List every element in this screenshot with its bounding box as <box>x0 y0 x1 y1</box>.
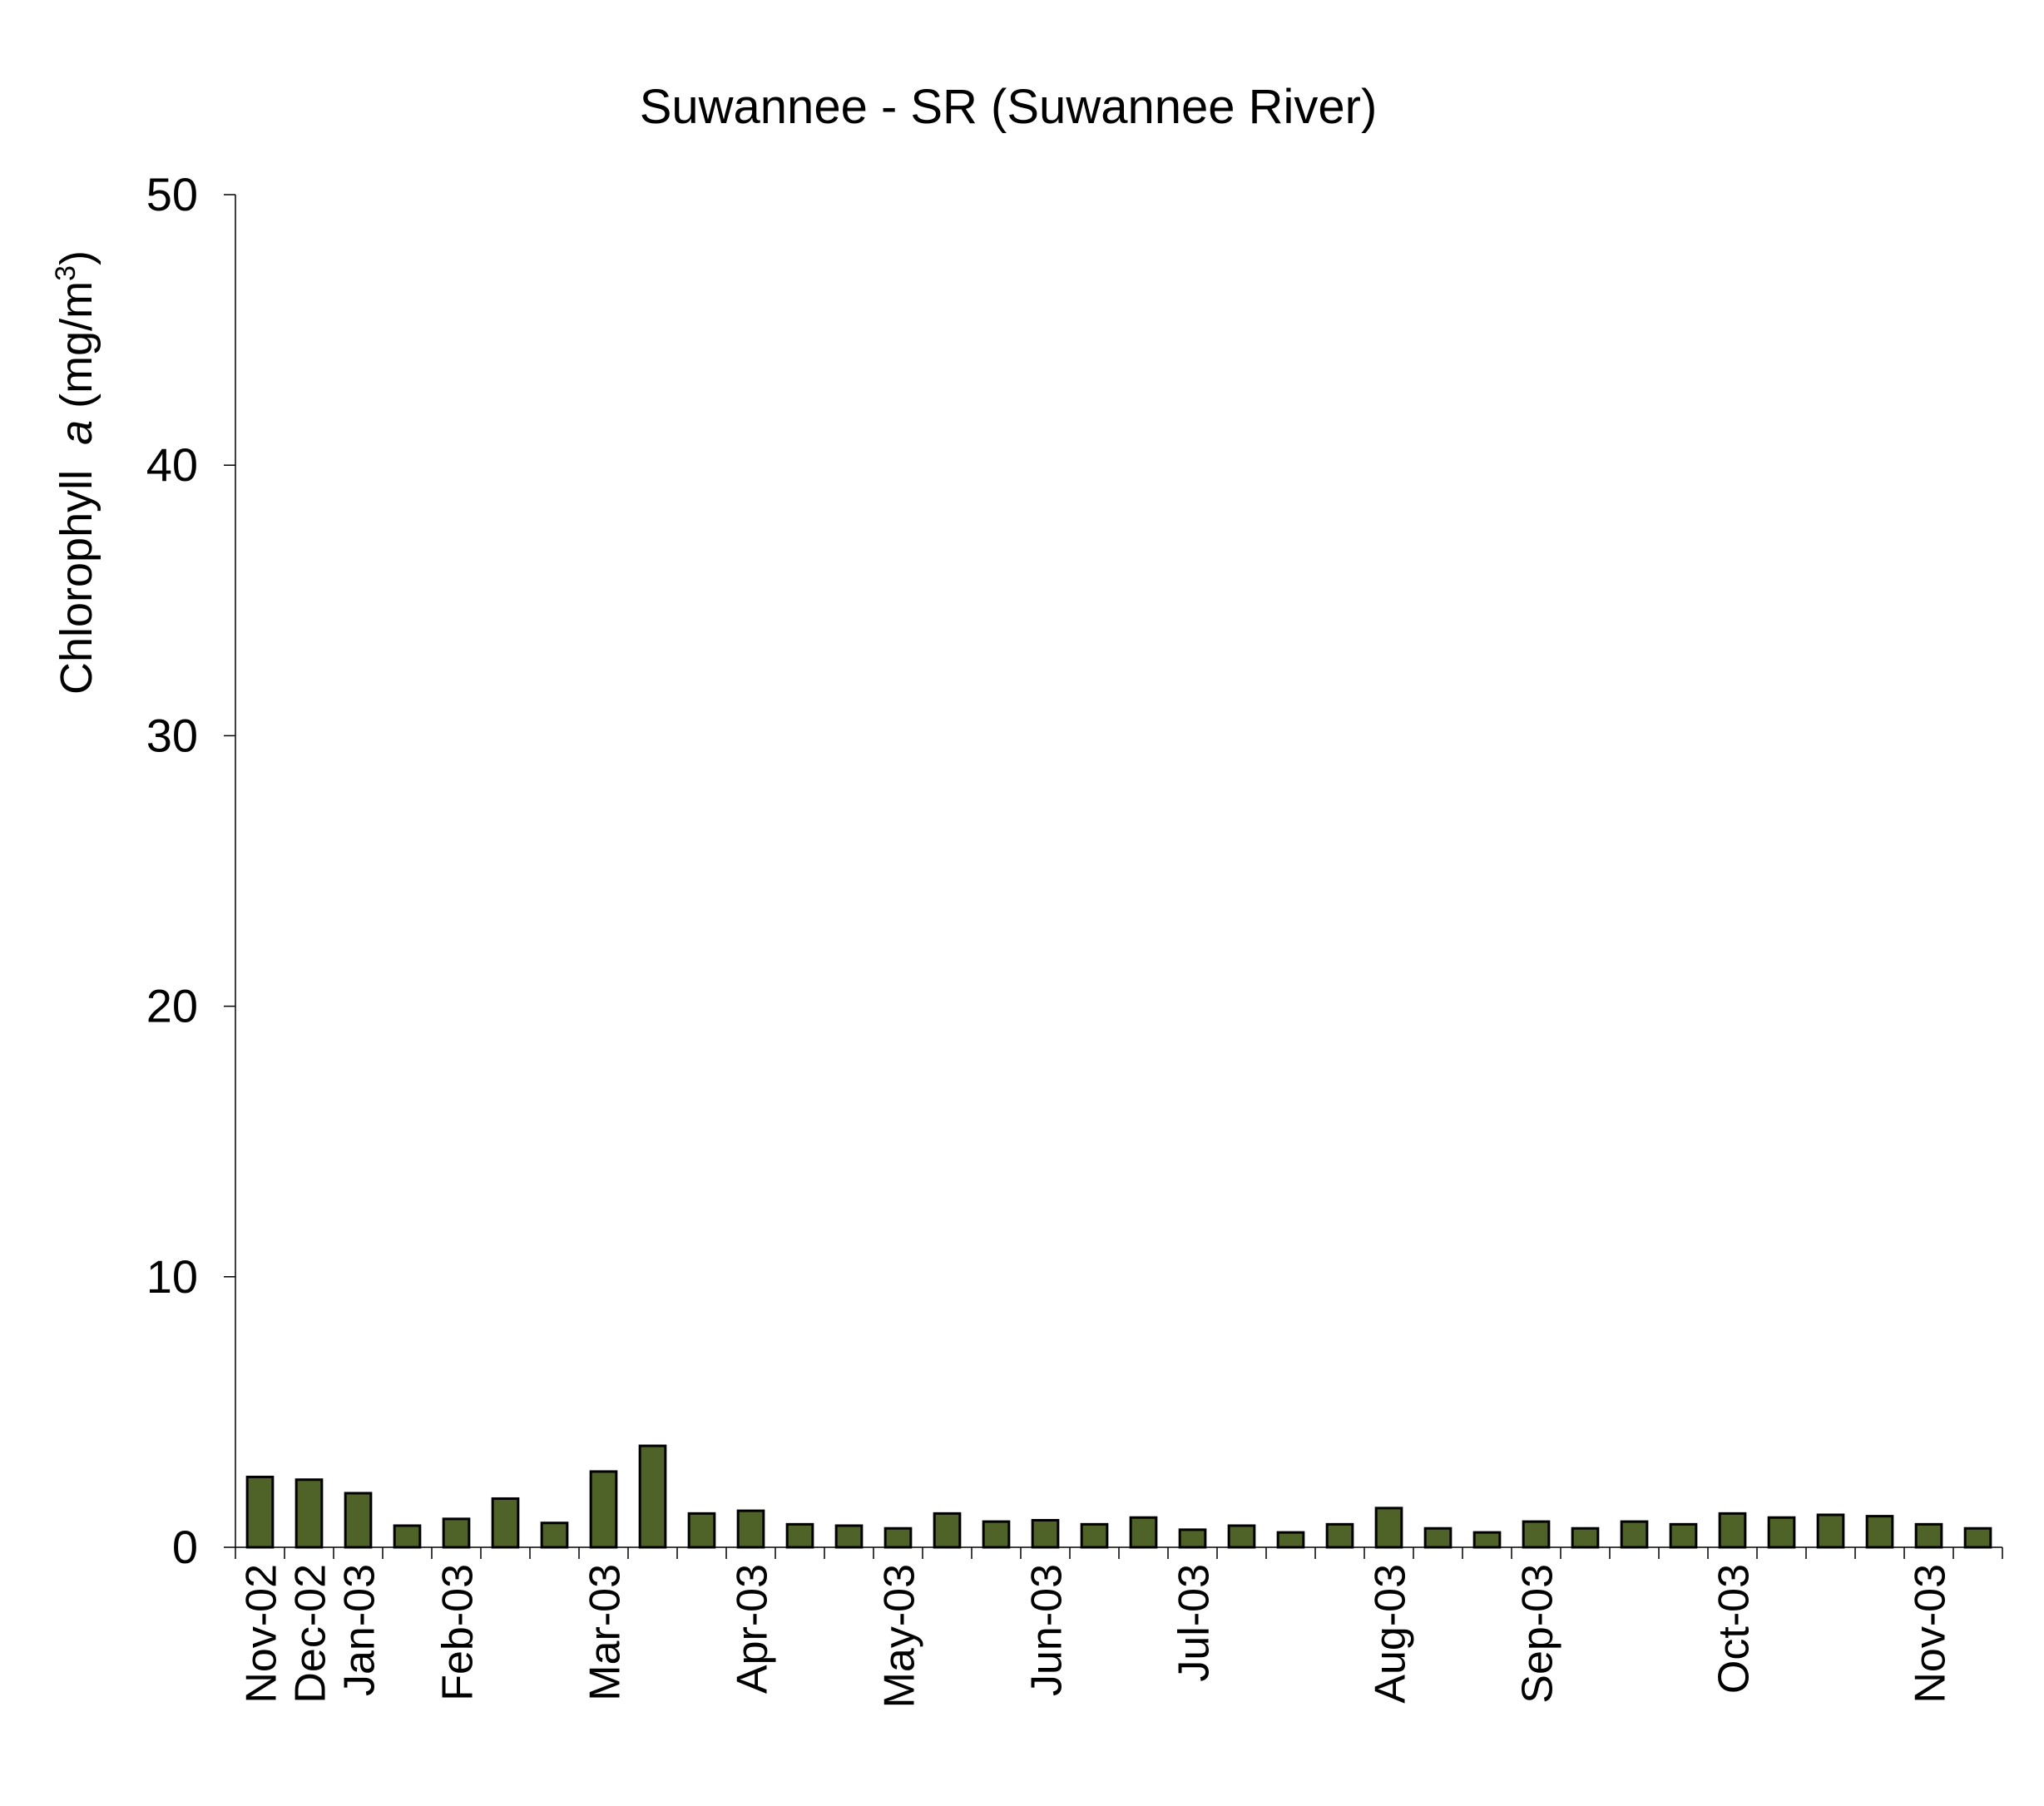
bar <box>1718 1512 1747 1549</box>
bar <box>1080 1522 1109 1549</box>
bar <box>1620 1520 1649 1549</box>
x-tick-label: Nov-02 <box>238 1564 286 1704</box>
x-tick-label: Dec-02 <box>287 1564 335 1704</box>
bar <box>933 1512 962 1549</box>
x-tick-label: Feb-03 <box>434 1564 483 1701</box>
bar <box>393 1524 422 1549</box>
bars-group <box>245 1444 1992 1549</box>
y-tick-label: 10 <box>146 1250 198 1303</box>
x-tick-label: Mar-03 <box>582 1564 630 1701</box>
bar <box>1963 1526 1992 1549</box>
x-axis <box>235 1546 2003 1559</box>
bar <box>1816 1513 1845 1549</box>
bar <box>1669 1522 1698 1549</box>
bar <box>785 1522 814 1549</box>
bar <box>491 1497 520 1549</box>
bar <box>1129 1516 1158 1549</box>
bar <box>589 1470 618 1549</box>
bar <box>294 1478 324 1549</box>
x-tick-label: Oct-03 <box>1710 1564 1759 1694</box>
bar <box>1178 1528 1207 1549</box>
y-tick-label: 30 <box>146 709 198 761</box>
bar <box>687 1512 716 1549</box>
bar <box>1374 1507 1403 1549</box>
y-axis-label-unit: (mg/m <box>52 281 101 408</box>
chart-title: Suwannee - SR (Suwannee River) <box>640 80 1378 134</box>
bar <box>834 1524 864 1549</box>
y-tick-label: 40 <box>146 438 198 491</box>
bar <box>1865 1515 1894 1549</box>
bar <box>1227 1524 1256 1549</box>
bar <box>1031 1518 1060 1549</box>
bar <box>344 1492 373 1549</box>
x-tick-label: Jun-03 <box>1023 1564 1071 1696</box>
y-axis-label-italic: a <box>52 420 101 445</box>
y-tick-label: 0 <box>172 1521 198 1573</box>
bar <box>1767 1516 1796 1549</box>
bar <box>1914 1522 1943 1549</box>
bar <box>1325 1522 1354 1549</box>
bar <box>982 1520 1011 1549</box>
x-tick-label: Sep-03 <box>1514 1564 1562 1704</box>
y-tick-label: 20 <box>146 980 198 1032</box>
y-axis-label: Chlorophyll a (mg/m3) <box>50 250 101 695</box>
x-tick-labels: Nov-02 Dec-02 Jan-03 Feb-03 Mar-03 Apr-03 May-… <box>238 1564 1955 1708</box>
bar <box>442 1517 471 1549</box>
bar <box>1571 1526 1600 1549</box>
y-axis: 0 10 20 30 40 50 <box>146 168 236 1573</box>
y-tick-label: 50 <box>146 168 198 220</box>
x-tick-label: Apr-03 <box>729 1564 777 1694</box>
bar <box>736 1509 765 1549</box>
x-tick-label: Jul-03 <box>1170 1564 1219 1682</box>
bar <box>1472 1531 1502 1549</box>
bar <box>638 1444 667 1549</box>
bar <box>540 1521 569 1549</box>
bar <box>1423 1526 1453 1549</box>
x-tick-label: Aug-03 <box>1367 1564 1415 1704</box>
bar <box>1276 1531 1305 1549</box>
x-tick-label: Nov-03 <box>1907 1564 1955 1704</box>
x-tick-label: Jan-03 <box>336 1564 384 1696</box>
y-axis-label-unit-superscript: 3 <box>50 265 82 281</box>
y-axis-label-main: Chlorophyll <box>52 470 101 695</box>
y-axis-label-unit-close: ) <box>52 250 101 265</box>
bar <box>245 1475 275 1549</box>
bar <box>1522 1520 1551 1549</box>
bar <box>883 1526 913 1549</box>
x-tick-label: May-03 <box>876 1564 924 1708</box>
